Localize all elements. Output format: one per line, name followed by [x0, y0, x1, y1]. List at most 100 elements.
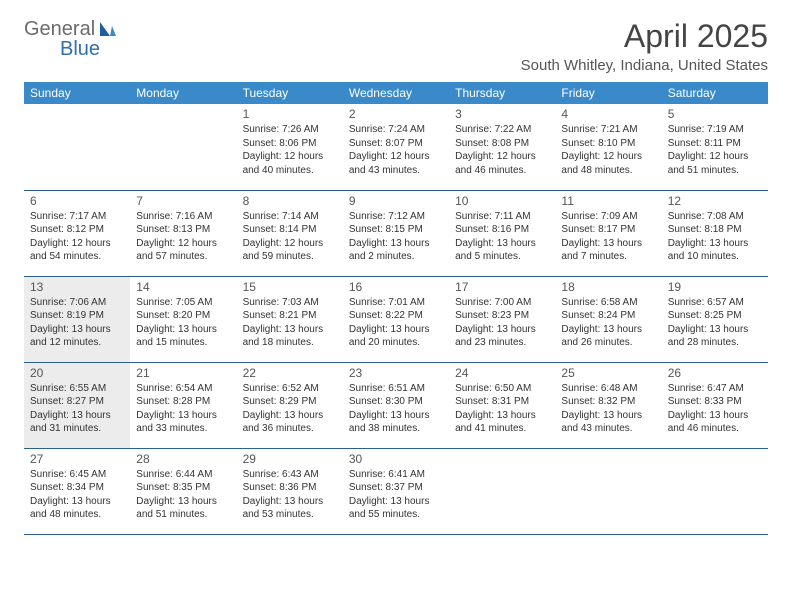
sunrise-text: Sunrise: 6:54 AM: [136, 382, 230, 396]
calendar-cell: 15Sunrise: 7:03 AMSunset: 8:21 PMDayligh…: [237, 276, 343, 362]
sunset-text: Sunset: 8:25 PM: [668, 309, 762, 323]
daylight-text: and 43 minutes.: [349, 164, 443, 178]
calendar-cell: 4Sunrise: 7:21 AMSunset: 8:10 PMDaylight…: [555, 104, 661, 190]
calendar-cell: 17Sunrise: 7:00 AMSunset: 8:23 PMDayligh…: [449, 276, 555, 362]
sunset-text: Sunset: 8:10 PM: [561, 137, 655, 151]
sunset-text: Sunset: 8:29 PM: [243, 395, 337, 409]
logo-text-blue: Blue: [60, 38, 100, 61]
day-number: 28: [136, 452, 230, 466]
calendar-cell: 30Sunrise: 6:41 AMSunset: 8:37 PMDayligh…: [343, 448, 449, 534]
sunset-text: Sunset: 8:30 PM: [349, 395, 443, 409]
month-title: April 2025: [521, 18, 768, 55]
sunrise-text: Sunrise: 6:43 AM: [243, 468, 337, 482]
calendar-cell: 6Sunrise: 7:17 AMSunset: 8:12 PMDaylight…: [24, 190, 130, 276]
day-number: 2: [349, 107, 443, 121]
calendar-cell: 20Sunrise: 6:55 AMSunset: 8:27 PMDayligh…: [24, 362, 130, 448]
daylight-text: Daylight: 12 hours: [349, 150, 443, 164]
sunrise-text: Sunrise: 7:01 AM: [349, 296, 443, 310]
calendar-cell: 9Sunrise: 7:12 AMSunset: 8:15 PMDaylight…: [343, 190, 449, 276]
daylight-text: and 12 minutes.: [30, 336, 124, 350]
col-wednesday: Wednesday: [343, 82, 449, 104]
calendar-cell: 3Sunrise: 7:22 AMSunset: 8:08 PMDaylight…: [449, 104, 555, 190]
daylight-text: and 23 minutes.: [455, 336, 549, 350]
day-number: 13: [30, 280, 124, 294]
sunset-text: Sunset: 8:12 PM: [30, 223, 124, 237]
day-number: 11: [561, 194, 655, 208]
calendar-week: 13Sunrise: 7:06 AMSunset: 8:19 PMDayligh…: [24, 276, 768, 362]
daylight-text: Daylight: 13 hours: [136, 495, 230, 509]
daylight-text: Daylight: 13 hours: [349, 409, 443, 423]
daylight-text: Daylight: 12 hours: [561, 150, 655, 164]
col-tuesday: Tuesday: [237, 82, 343, 104]
daylight-text: and 51 minutes.: [668, 164, 762, 178]
sunset-text: Sunset: 8:24 PM: [561, 309, 655, 323]
calendar-cell: [449, 448, 555, 534]
daylight-text: Daylight: 13 hours: [561, 237, 655, 251]
daylight-text: Daylight: 12 hours: [243, 150, 337, 164]
col-monday: Monday: [130, 82, 236, 104]
daylight-text: and 15 minutes.: [136, 336, 230, 350]
day-number: 25: [561, 366, 655, 380]
day-number: 20: [30, 366, 124, 380]
calendar-cell: 22Sunrise: 6:52 AMSunset: 8:29 PMDayligh…: [237, 362, 343, 448]
calendar-cell: 2Sunrise: 7:24 AMSunset: 8:07 PMDaylight…: [343, 104, 449, 190]
sunrise-text: Sunrise: 6:47 AM: [668, 382, 762, 396]
col-friday: Friday: [555, 82, 661, 104]
day-number: 17: [455, 280, 549, 294]
daylight-text: and 43 minutes.: [561, 422, 655, 436]
sunrise-text: Sunrise: 7:08 AM: [668, 210, 762, 224]
calendar-cell: 14Sunrise: 7:05 AMSunset: 8:20 PMDayligh…: [130, 276, 236, 362]
daylight-text: Daylight: 13 hours: [455, 237, 549, 251]
calendar-cell: 1Sunrise: 7:26 AMSunset: 8:06 PMDaylight…: [237, 104, 343, 190]
day-number: 9: [349, 194, 443, 208]
calendar-cell: 18Sunrise: 6:58 AMSunset: 8:24 PMDayligh…: [555, 276, 661, 362]
sunrise-text: Sunrise: 6:44 AM: [136, 468, 230, 482]
daylight-text: Daylight: 13 hours: [668, 237, 762, 251]
logo: General Blue: [24, 18, 134, 62]
sunset-text: Sunset: 8:06 PM: [243, 137, 337, 151]
sunset-text: Sunset: 8:37 PM: [349, 481, 443, 495]
daylight-text: Daylight: 13 hours: [30, 409, 124, 423]
day-number: 12: [668, 194, 762, 208]
calendar-cell: 12Sunrise: 7:08 AMSunset: 8:18 PMDayligh…: [662, 190, 768, 276]
daylight-text: Daylight: 13 hours: [455, 409, 549, 423]
calendar-cell: 23Sunrise: 6:51 AMSunset: 8:30 PMDayligh…: [343, 362, 449, 448]
sunrise-text: Sunrise: 6:48 AM: [561, 382, 655, 396]
calendar-cell: 29Sunrise: 6:43 AMSunset: 8:36 PMDayligh…: [237, 448, 343, 534]
daylight-text: and 59 minutes.: [243, 250, 337, 264]
daylight-text: Daylight: 13 hours: [136, 323, 230, 337]
title-block: April 2025 South Whitley, Indiana, Unite…: [521, 18, 768, 74]
sunset-text: Sunset: 8:13 PM: [136, 223, 230, 237]
sunrise-text: Sunrise: 7:14 AM: [243, 210, 337, 224]
sunset-text: Sunset: 8:20 PM: [136, 309, 230, 323]
daylight-text: Daylight: 13 hours: [561, 323, 655, 337]
daylight-text: Daylight: 13 hours: [136, 409, 230, 423]
day-number: 18: [561, 280, 655, 294]
sunset-text: Sunset: 8:14 PM: [243, 223, 337, 237]
calendar-cell: 25Sunrise: 6:48 AMSunset: 8:32 PMDayligh…: [555, 362, 661, 448]
day-number: 21: [136, 366, 230, 380]
calendar-table: Sunday Monday Tuesday Wednesday Thursday…: [24, 82, 768, 535]
sunset-text: Sunset: 8:33 PM: [668, 395, 762, 409]
daylight-text: and 2 minutes.: [349, 250, 443, 264]
sunrise-text: Sunrise: 7:26 AM: [243, 123, 337, 137]
daylight-text: and 31 minutes.: [30, 422, 124, 436]
sunset-text: Sunset: 8:22 PM: [349, 309, 443, 323]
daylight-text: and 40 minutes.: [243, 164, 337, 178]
day-number: 10: [455, 194, 549, 208]
daylight-text: and 26 minutes.: [561, 336, 655, 350]
sunrise-text: Sunrise: 7:17 AM: [30, 210, 124, 224]
calendar-cell: 11Sunrise: 7:09 AMSunset: 8:17 PMDayligh…: [555, 190, 661, 276]
daylight-text: and 46 minutes.: [455, 164, 549, 178]
sunset-text: Sunset: 8:21 PM: [243, 309, 337, 323]
daylight-text: and 55 minutes.: [349, 508, 443, 522]
sunset-text: Sunset: 8:17 PM: [561, 223, 655, 237]
daylight-text: Daylight: 13 hours: [668, 409, 762, 423]
daylight-text: and 48 minutes.: [30, 508, 124, 522]
sunrise-text: Sunrise: 6:55 AM: [30, 382, 124, 396]
calendar-cell: 19Sunrise: 6:57 AMSunset: 8:25 PMDayligh…: [662, 276, 768, 362]
daylight-text: Daylight: 12 hours: [30, 237, 124, 251]
daylight-text: Daylight: 13 hours: [349, 323, 443, 337]
sunset-text: Sunset: 8:36 PM: [243, 481, 337, 495]
daylight-text: Daylight: 13 hours: [30, 495, 124, 509]
